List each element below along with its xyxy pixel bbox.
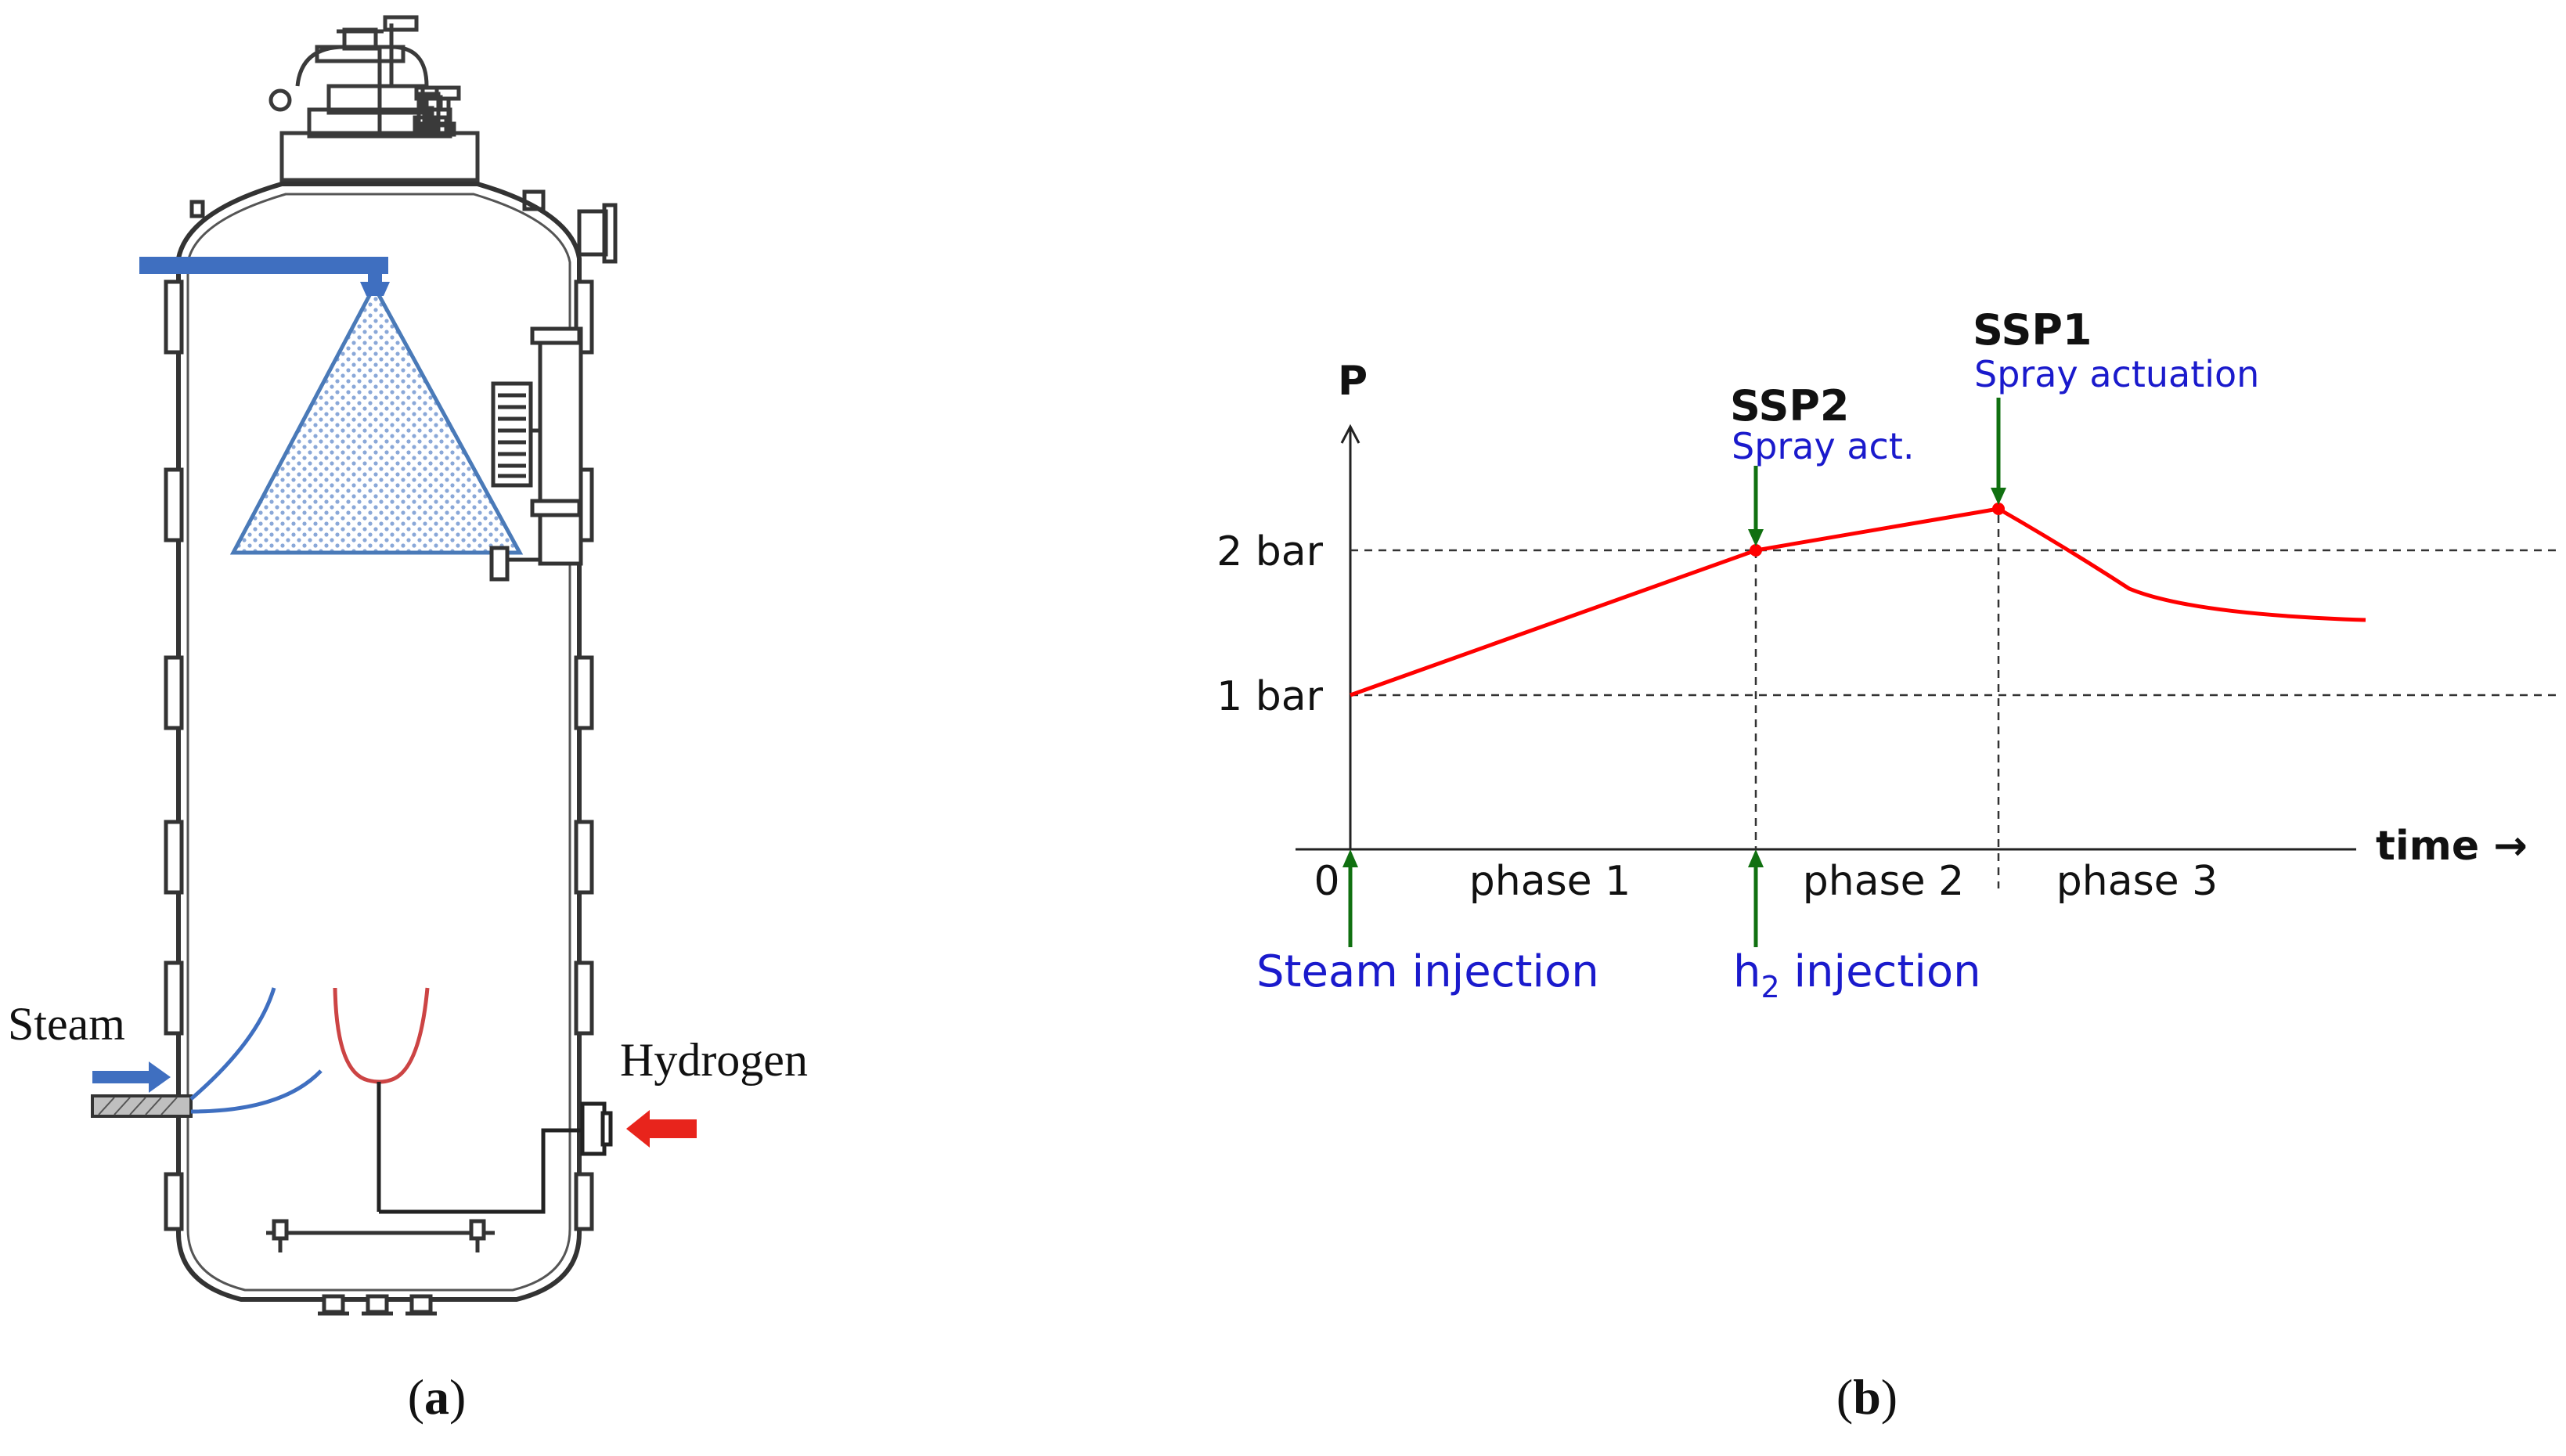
- ssp2-point: [1750, 544, 1762, 557]
- tick-label-2bar: 2 bar: [1216, 528, 1323, 575]
- heat-exchanger: [489, 326, 583, 582]
- hydrogen-arrow: [626, 1110, 697, 1148]
- hydrogen-label: Hydrogen: [620, 1034, 808, 1086]
- steam-plume: [189, 987, 323, 1114]
- steam-injection-label: Steam injection: [1256, 946, 1599, 997]
- caption-b: (b): [1836, 1369, 1897, 1425]
- spray-cone: [229, 282, 524, 555]
- hydrogen-plume: [333, 987, 430, 1084]
- phase-label-3: phase 3: [2056, 858, 2218, 905]
- h2-injection-arrow: [1748, 849, 1764, 947]
- ssp2-subtitle: Spray act.: [1732, 425, 1914, 467]
- ssp1-subtitle: Spray actuation: [1974, 353, 2259, 395]
- pressure-curve: [1350, 506, 2366, 697]
- y-axis-arrowhead: [1340, 423, 1360, 444]
- vessel-shell: [176, 182, 582, 1302]
- ssp1-point: [1992, 503, 2005, 515]
- left-flanges: [164, 279, 184, 1231]
- x-axis-label: time →: [2376, 823, 2528, 870]
- origin-label: 0: [1314, 858, 1339, 905]
- phase-label-2: phase 2: [1803, 858, 1965, 905]
- top-nozzle: [414, 85, 461, 137]
- steam-injection-arrow: [1342, 849, 1358, 947]
- ssp2-spray-arrow: [1748, 466, 1764, 546]
- phase-label-1: phase 1: [1469, 858, 1631, 905]
- h2-injection-label: h2 injection: [1733, 946, 1981, 1004]
- tick-label-1bar: 1 bar: [1216, 673, 1323, 720]
- upper-right-ports: [189, 189, 618, 264]
- ssp1-spray-arrow: [1991, 398, 2006, 505]
- caption-a: (a): [408, 1369, 467, 1425]
- spray-nozzle: [360, 282, 390, 296]
- ssp1-title: SSP1: [1973, 305, 2092, 355]
- steam-arrow: [92, 1061, 171, 1093]
- hydrogen-piping: [377, 1082, 613, 1214]
- steam-pipe-hatch: [98, 1097, 178, 1115]
- spray-header-bar: [139, 257, 388, 274]
- panel-a-vessel: Steam Hydrogen: [8, 15, 808, 1316]
- bottom-support: [266, 1219, 495, 1316]
- vessel-shell-inner: [186, 193, 571, 1292]
- y-axis-label: P: [1338, 358, 1368, 405]
- ssp2-title: SSP2: [1730, 381, 1850, 431]
- steam-label: Steam: [8, 998, 125, 1050]
- panel-b-chart: P time → 0 2 bar 1 bar phase 1 phase 2 p…: [1216, 305, 2556, 1004]
